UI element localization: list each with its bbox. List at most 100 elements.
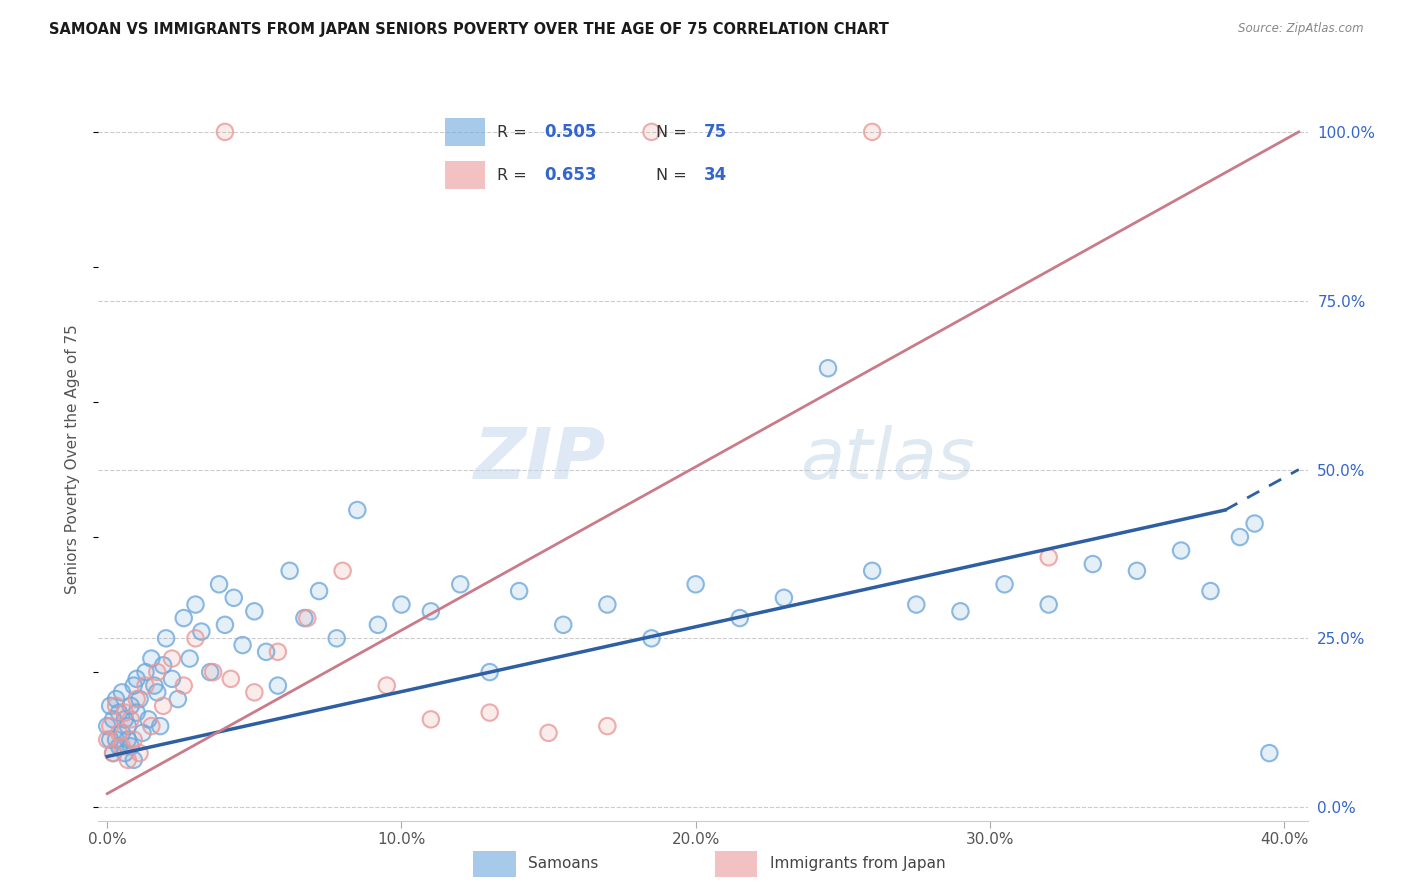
Point <box>308 584 330 599</box>
Point <box>202 665 225 679</box>
Point <box>120 739 142 754</box>
Point <box>117 719 139 733</box>
Point <box>160 651 183 665</box>
Point <box>114 706 136 720</box>
Point <box>219 672 242 686</box>
Point <box>243 604 266 618</box>
Point <box>173 611 195 625</box>
Point <box>128 692 150 706</box>
Point <box>114 746 136 760</box>
Point <box>98 698 121 713</box>
Point <box>993 577 1015 591</box>
Point <box>419 604 441 618</box>
Point <box>117 753 139 767</box>
Point <box>214 125 236 139</box>
Point <box>325 632 347 646</box>
Point <box>332 564 354 578</box>
Point <box>817 361 839 376</box>
Point <box>122 679 145 693</box>
Point <box>184 598 207 612</box>
Point <box>96 719 118 733</box>
Point <box>101 712 124 726</box>
Point <box>1258 746 1281 760</box>
Point <box>1199 584 1222 599</box>
Point <box>292 611 315 625</box>
Point <box>138 712 160 726</box>
Point <box>596 719 619 733</box>
Point <box>860 564 883 578</box>
Point <box>117 732 139 747</box>
Point <box>1199 584 1222 599</box>
Point <box>905 598 928 612</box>
Point <box>949 604 972 618</box>
Point <box>219 672 242 686</box>
Point <box>125 692 148 706</box>
Point <box>1038 598 1060 612</box>
Point <box>122 753 145 767</box>
Point <box>243 604 266 618</box>
Point <box>1081 557 1104 571</box>
Point <box>111 685 134 699</box>
Point <box>131 726 153 740</box>
Point <box>173 611 195 625</box>
Point <box>122 679 145 693</box>
Point <box>108 726 131 740</box>
Point <box>243 685 266 699</box>
Point <box>111 739 134 754</box>
Point <box>508 584 530 599</box>
Point <box>278 564 301 578</box>
Point <box>297 611 319 625</box>
Point <box>596 598 619 612</box>
Point <box>391 598 413 612</box>
Y-axis label: Seniors Poverty Over the Age of 75: Seniors Poverty Over the Age of 75 <box>65 325 80 594</box>
Point <box>537 726 560 740</box>
Point <box>640 125 662 139</box>
Point <box>1229 530 1251 544</box>
Point <box>860 125 883 139</box>
Point <box>98 719 121 733</box>
Text: 75: 75 <box>704 123 727 141</box>
Point <box>120 712 142 726</box>
Point <box>208 577 231 591</box>
Point <box>214 617 236 632</box>
Point <box>117 732 139 747</box>
Point <box>292 611 315 625</box>
Point <box>1038 598 1060 612</box>
Point <box>346 503 368 517</box>
Point <box>105 732 128 747</box>
Point <box>152 698 174 713</box>
Point <box>267 645 290 659</box>
Point <box>101 712 124 726</box>
Point <box>596 719 619 733</box>
Point <box>141 719 163 733</box>
Bar <box>716 851 758 877</box>
Point <box>537 726 560 740</box>
Text: 34: 34 <box>704 167 727 185</box>
Point <box>202 665 225 679</box>
Point <box>190 624 212 639</box>
Point <box>949 604 972 618</box>
Point <box>155 632 177 646</box>
Point <box>108 706 131 720</box>
Point <box>143 679 166 693</box>
Point <box>375 679 398 693</box>
Point <box>222 591 245 605</box>
Point <box>184 598 207 612</box>
Point <box>128 746 150 760</box>
Bar <box>474 851 516 877</box>
Point <box>146 665 169 679</box>
Bar <box>444 119 485 146</box>
Point <box>114 746 136 760</box>
Point <box>101 746 124 760</box>
Point <box>190 624 212 639</box>
Point <box>114 712 136 726</box>
Text: Source: ZipAtlas.com: Source: ZipAtlas.com <box>1239 22 1364 36</box>
Point <box>332 564 354 578</box>
Point <box>98 732 121 747</box>
Point <box>160 672 183 686</box>
Point <box>214 125 236 139</box>
Point <box>367 617 389 632</box>
Point <box>297 611 319 625</box>
Point <box>149 719 172 733</box>
Point <box>1170 543 1192 558</box>
